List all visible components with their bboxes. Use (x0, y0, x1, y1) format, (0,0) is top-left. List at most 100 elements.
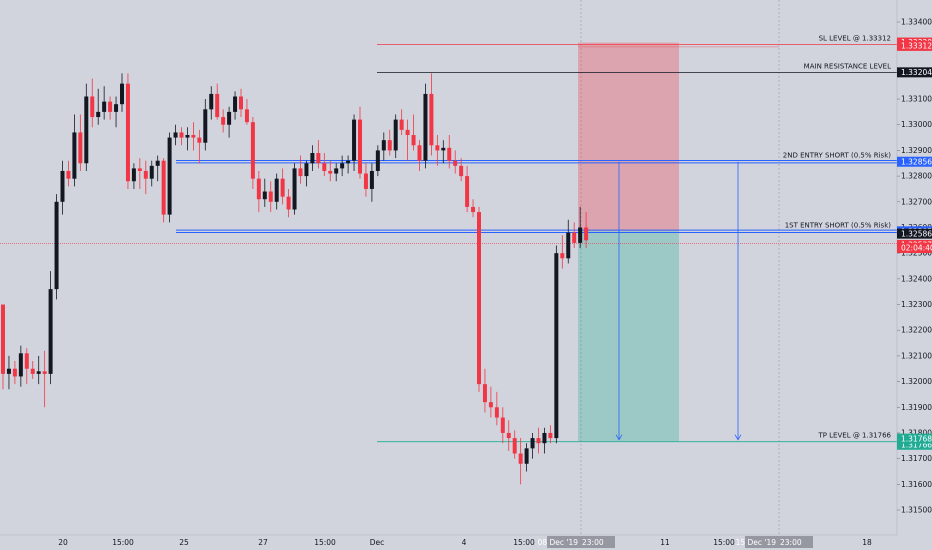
price-axis[interactable]: 1.31500 1.31600 1.31700 1.31800 1.31900 1.320… (896, 0, 932, 535)
candle-body (48, 289, 53, 374)
candle (322, 152, 327, 177)
candle (512, 430, 517, 459)
candle-body (185, 135, 190, 138)
candle-body (84, 96, 89, 164)
candle (227, 106, 232, 138)
candle-body (524, 448, 529, 464)
candle-body (316, 152, 321, 164)
candle (179, 127, 184, 146)
candle-body (108, 101, 113, 112)
candle-body (250, 122, 255, 179)
time-tick-label: 11 (660, 538, 670, 547)
candle (114, 96, 119, 128)
main-resistance-tag (897, 67, 932, 78)
candle (506, 420, 511, 451)
profit-zone (578, 231, 679, 442)
crosshair-1-date: 08 Dec '19 (538, 538, 579, 547)
second-entry-label: 2ND ENTRY SHORT (0.5% Risk) (783, 152, 891, 160)
candle (12, 361, 17, 385)
candle (215, 83, 220, 120)
candle-body (584, 227, 589, 241)
candle (292, 163, 297, 215)
candle (167, 132, 172, 223)
candle (90, 78, 95, 128)
candle-body (179, 132, 184, 138)
candle (500, 407, 505, 444)
candle-body (530, 438, 535, 449)
tp-level-tag (897, 439, 932, 450)
candle (185, 127, 190, 151)
candle (417, 140, 422, 171)
crosshair-1-time: 23:00 (582, 538, 604, 547)
candle-body (375, 150, 380, 171)
candle-body (506, 432, 511, 439)
candle-body (328, 170, 333, 174)
price-tick-label: 1.32300 (901, 300, 932, 309)
position-box (578, 42, 679, 442)
candle (239, 88, 243, 118)
candle (530, 432, 535, 459)
candle-body (387, 140, 392, 151)
candle (369, 163, 374, 202)
candle-body (149, 165, 154, 179)
candle (566, 219, 571, 264)
price-tick-label: 1.33100 (901, 95, 932, 104)
candle (435, 135, 440, 166)
candle-body (482, 384, 487, 403)
levels: SL LEVEL @ 1.33312 MAIN RESISTANCE LEVEL 2… (0, 35, 897, 443)
arrow-head-2 (734, 434, 742, 441)
candle-body (435, 145, 440, 151)
candle (6, 355, 11, 390)
candle (197, 129, 202, 164)
candle-body (96, 111, 101, 118)
candle-body (286, 196, 291, 210)
candle (298, 155, 303, 184)
candle (78, 114, 83, 171)
candle (310, 145, 315, 171)
tp-level-label: TP LEVEL @ 1.31766 (817, 432, 891, 440)
candle (42, 350, 47, 408)
candle-body (453, 160, 458, 166)
candle (358, 106, 362, 179)
candle (548, 425, 553, 444)
candle-body (536, 438, 541, 444)
candle (161, 158, 166, 223)
candle (465, 165, 470, 213)
candle (346, 155, 351, 174)
candle (72, 114, 77, 187)
candle-body (6, 368, 11, 374)
candle-body (66, 170, 71, 179)
candle-body (471, 206, 476, 213)
candle (405, 119, 410, 161)
candle (54, 194, 59, 300)
candle-body (369, 170, 374, 189)
candle (48, 271, 53, 385)
candle (24, 348, 29, 385)
candle (155, 155, 160, 182)
candle (36, 355, 41, 385)
candle (560, 235, 565, 269)
price-tick-label: 1.31900 (901, 403, 932, 412)
candle (304, 160, 309, 187)
candle-body (36, 371, 41, 374)
candle-body (548, 432, 553, 439)
candle-body (346, 160, 351, 164)
candle-body (494, 407, 499, 418)
time-tick-label: 18 (862, 538, 872, 547)
candle (423, 83, 428, 169)
candle-body (322, 163, 327, 171)
candle-body (578, 227, 583, 243)
candle-body (399, 119, 404, 130)
candles (1, 73, 589, 485)
candle (120, 73, 124, 112)
candle-body (340, 163, 345, 169)
candle-body (334, 168, 339, 174)
candle (453, 150, 458, 174)
candle (584, 212, 589, 249)
candle-body (423, 93, 428, 161)
time-tick-label: 27 (258, 538, 268, 547)
candle-body (256, 178, 261, 200)
